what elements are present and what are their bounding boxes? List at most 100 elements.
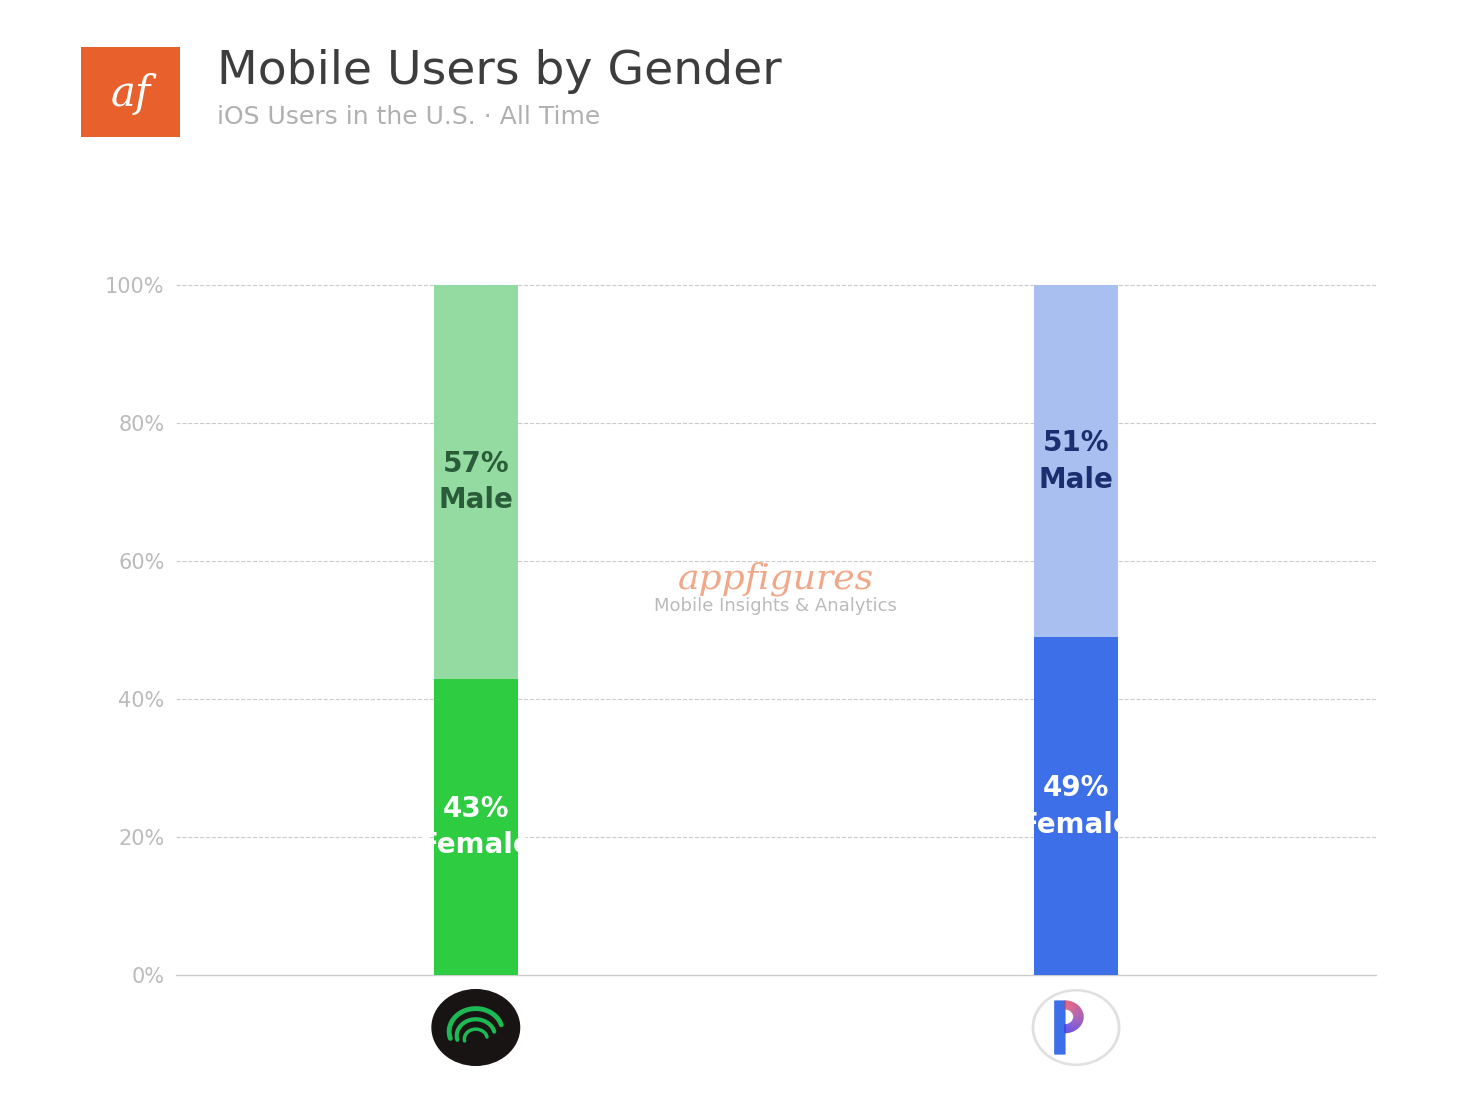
Polygon shape	[1067, 1024, 1072, 1032]
Polygon shape	[1073, 1011, 1082, 1015]
Polygon shape	[1067, 1024, 1072, 1032]
Polygon shape	[1066, 1024, 1069, 1034]
Polygon shape	[1070, 1005, 1078, 1012]
Polygon shape	[1072, 1006, 1079, 1012]
Polygon shape	[1072, 1021, 1080, 1027]
Polygon shape	[1073, 1013, 1083, 1015]
Text: 43%
Female: 43% Female	[419, 795, 533, 859]
Polygon shape	[1069, 1002, 1075, 1011]
Text: af: af	[110, 72, 151, 115]
Polygon shape	[1066, 1024, 1069, 1032]
Polygon shape	[1066, 1001, 1067, 1009]
Polygon shape	[1073, 1017, 1083, 1018]
Text: Mobile Users by Gender: Mobile Users by Gender	[217, 48, 782, 94]
Polygon shape	[1069, 1003, 1075, 1011]
Polygon shape	[1066, 1024, 1067, 1034]
Polygon shape	[1073, 1019, 1083, 1023]
Polygon shape	[1067, 1002, 1072, 1009]
Polygon shape	[1066, 1024, 1069, 1032]
Polygon shape	[1072, 1020, 1082, 1025]
Polygon shape	[1067, 1024, 1070, 1032]
Text: iOS Users in the U.S. · All Time: iOS Users in the U.S. · All Time	[217, 105, 600, 129]
Polygon shape	[1070, 1023, 1078, 1030]
Polygon shape	[1072, 1006, 1080, 1013]
Polygon shape	[1067, 1024, 1070, 1032]
Polygon shape	[1069, 1003, 1076, 1011]
Polygon shape	[1072, 1020, 1080, 1026]
Polygon shape	[1070, 1005, 1079, 1012]
Polygon shape	[1070, 1005, 1078, 1012]
Polygon shape	[1073, 1019, 1082, 1024]
Polygon shape	[1072, 1021, 1079, 1028]
Bar	[433, 678, 518, 975]
Polygon shape	[1070, 1023, 1076, 1030]
Circle shape	[432, 990, 520, 1065]
Polygon shape	[1073, 1017, 1083, 1019]
Polygon shape	[1067, 1001, 1070, 1009]
Circle shape	[1035, 992, 1117, 1063]
Polygon shape	[1072, 1020, 1082, 1024]
Polygon shape	[1070, 1004, 1078, 1012]
Polygon shape	[1072, 1009, 1082, 1014]
Text: 49%
Female: 49% Female	[1019, 774, 1133, 838]
Polygon shape	[1073, 1019, 1082, 1024]
Polygon shape	[1070, 1006, 1079, 1012]
Polygon shape	[1072, 1008, 1082, 1014]
Polygon shape	[1072, 1020, 1080, 1026]
Polygon shape	[1070, 1023, 1078, 1029]
Text: 57%
Male: 57% Male	[438, 449, 514, 514]
Polygon shape	[1073, 1018, 1083, 1020]
Polygon shape	[1069, 1002, 1073, 1011]
Polygon shape	[1067, 1002, 1072, 1011]
Polygon shape	[1072, 1020, 1080, 1026]
Polygon shape	[1073, 1012, 1083, 1015]
Polygon shape	[1073, 1019, 1083, 1021]
Polygon shape	[1069, 1024, 1075, 1031]
Polygon shape	[1067, 1024, 1072, 1032]
Polygon shape	[1070, 1021, 1079, 1028]
Polygon shape	[1066, 1001, 1069, 1009]
Polygon shape	[1073, 1011, 1082, 1014]
Polygon shape	[1073, 1014, 1083, 1016]
Polygon shape	[1066, 1024, 1067, 1034]
Text: Mobile Insights & Analytics: Mobile Insights & Analytics	[654, 597, 897, 615]
Text: appfigures: appfigures	[678, 561, 874, 596]
Polygon shape	[1072, 1020, 1082, 1025]
Text: 51%
Male: 51% Male	[1038, 429, 1114, 493]
Polygon shape	[1070, 1004, 1076, 1011]
Polygon shape	[1070, 1003, 1076, 1011]
Polygon shape	[1073, 1015, 1083, 1016]
Polygon shape	[1066, 1001, 1069, 1009]
Polygon shape	[1072, 1007, 1080, 1013]
Polygon shape	[1069, 1024, 1075, 1031]
Polygon shape	[1072, 1021, 1080, 1027]
Polygon shape	[1070, 1021, 1078, 1029]
Polygon shape	[1070, 1021, 1079, 1028]
FancyBboxPatch shape	[1054, 1001, 1066, 1054]
Polygon shape	[1073, 1018, 1083, 1021]
Polygon shape	[1072, 1009, 1082, 1014]
Polygon shape	[1073, 1015, 1083, 1016]
Polygon shape	[1073, 1012, 1083, 1015]
Polygon shape	[1069, 1002, 1073, 1011]
Polygon shape	[1069, 1023, 1075, 1031]
Polygon shape	[1073, 1014, 1083, 1016]
Polygon shape	[1070, 1023, 1078, 1029]
Polygon shape	[1070, 1023, 1076, 1030]
Polygon shape	[1066, 1001, 1069, 1009]
Polygon shape	[1073, 1018, 1083, 1020]
Polygon shape	[1069, 1023, 1076, 1030]
Polygon shape	[1072, 1007, 1080, 1013]
Polygon shape	[1073, 1019, 1082, 1023]
Polygon shape	[1069, 1024, 1073, 1031]
Bar	[1034, 637, 1118, 975]
Polygon shape	[1069, 1024, 1073, 1031]
Circle shape	[1032, 990, 1120, 1065]
Polygon shape	[1072, 1008, 1080, 1013]
Polygon shape	[1070, 1004, 1078, 1012]
Polygon shape	[1067, 1001, 1070, 1009]
FancyBboxPatch shape	[69, 36, 192, 148]
Polygon shape	[1072, 1007, 1080, 1013]
Polygon shape	[1073, 1011, 1082, 1014]
Bar	[433, 285, 518, 678]
